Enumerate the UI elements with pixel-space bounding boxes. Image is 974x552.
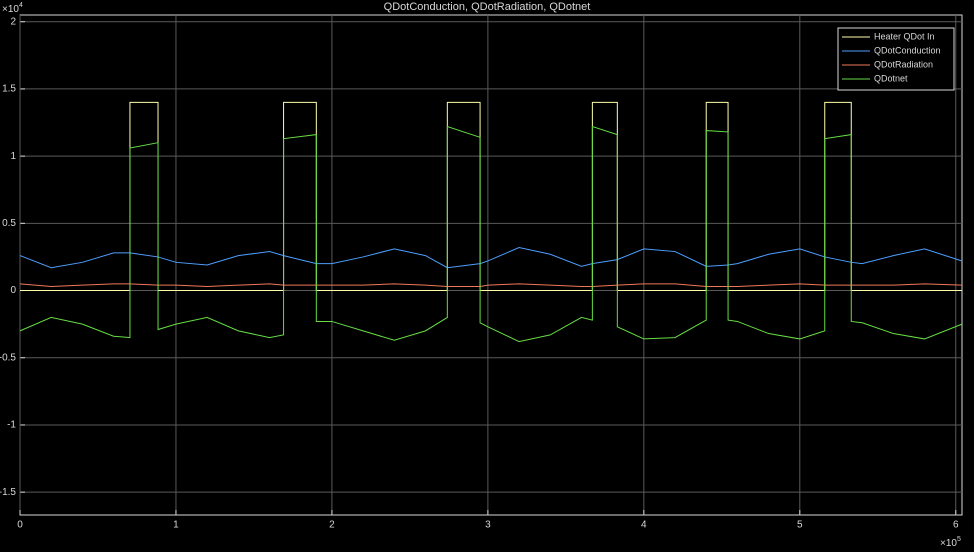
series-line (19, 125, 963, 343)
series-line (19, 283, 963, 288)
chart-title: QDotConduction, QDotRadiation, QDotnet (384, 1, 591, 13)
multiplier-base: ×10 (940, 538, 957, 549)
y-tick-label: -1.5 (0, 487, 16, 498)
legend-label: QDotnet (874, 73, 908, 83)
multiplier-base: ×10 (2, 4, 19, 15)
legend-label: QDotRadiation (874, 59, 933, 69)
x-tick-label: 6 (953, 520, 959, 531)
axis-multiplier: ×105 (940, 536, 961, 549)
x-tick-label: 2 (329, 520, 335, 531)
axis-multiplier: ×104 (2, 2, 23, 15)
x-tick-label: 5 (797, 520, 803, 531)
y-tick-label: -1 (7, 420, 16, 431)
legend-label: Heater QDot In (874, 31, 935, 41)
legend-box (837, 27, 955, 91)
legend-label: QDotConduction (874, 45, 941, 55)
y-tick-label: 1 (10, 151, 16, 162)
x-tick-label: 4 (641, 520, 647, 531)
plot-area (19, 14, 963, 516)
series-line (19, 247, 963, 269)
multiplier-exponent: 5 (957, 536, 961, 543)
x-tick-label: 3 (485, 520, 491, 531)
y-tick-label: 2 (10, 16, 16, 27)
series-line (20, 101, 962, 292)
multiplier-exponent: 4 (19, 2, 23, 9)
y-tick-label: 1.5 (2, 84, 16, 95)
y-tick-label: -0.5 (0, 352, 16, 363)
x-tick-label: 1 (173, 520, 179, 531)
x-tick-label: 0 (17, 520, 23, 531)
y-tick-label: 0.5 (2, 218, 16, 229)
y-tick-label: 0 (10, 285, 16, 296)
